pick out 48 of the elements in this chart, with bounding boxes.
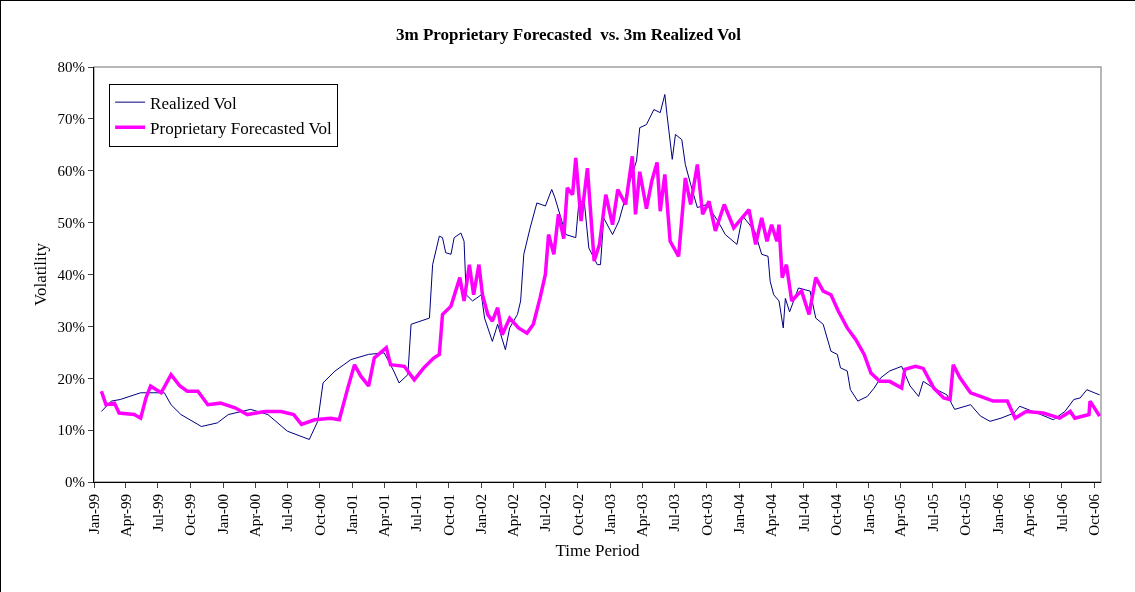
y-tick-label: 80% [57,59,85,76]
x-tick-label: Jul-99 [149,494,166,532]
x-tick-label: Apr-03 [634,494,651,538]
x-tick-label: Jul-03 [666,494,683,532]
line-series [99,154,1101,427]
x-tick-label: Jan-06 [989,493,1006,534]
x-tick-label: Oct-06 [1086,493,1103,536]
y-tick-label: 70% [57,111,85,128]
x-tick-label: Jul-05 [924,494,941,532]
legend-label: Proprietary Forecasted Vol [150,118,332,138]
x-tick-label: Jul-01 [408,494,425,532]
x-tick-label: Apr-05 [892,494,909,538]
line-series [100,93,1101,440]
x-tick-label: Oct-99 [182,494,199,536]
y-tick-label: 50% [57,214,85,231]
x-tick-label: Jan-05 [860,494,877,534]
y-tick-label: 30% [57,318,85,335]
x-tick-label: Jul-06 [1053,493,1070,532]
x-tick-label: Jul-02 [537,494,554,532]
chart-title: 3m Proprietary Forecasted vs. 3m Realized Vol [396,24,742,44]
x-tick-label: Jan-00 [214,494,231,534]
x-tick-label: Apr-02 [505,494,522,538]
y-tick-label: 40% [57,266,85,283]
x-tick-label: Jul-00 [279,494,296,532]
y-tick-label: 20% [57,370,85,387]
x-tick-label: Jan-04 [731,493,748,534]
x-tick-label: Oct-04 [828,493,845,536]
legend-label: Realized Vol [150,93,238,113]
x-tick-label: Apr-06 [1021,493,1038,538]
x-tick-label: Oct-01 [440,494,457,536]
x-tick-label: Jan-99 [85,494,102,534]
y-tick-label: 0% [65,474,85,491]
x-tick-label: Jul-04 [795,493,812,532]
x-tick-label: Oct-02 [569,494,586,536]
y-tick-label: 60% [57,163,85,179]
x-tick-label: Oct-03 [698,494,715,536]
x-tick-label: Apr-99 [117,494,134,538]
x-tick-label: Apr-00 [247,494,264,538]
x-tick-label: Jan-03 [602,494,619,534]
x-tick-label: Jan-01 [344,494,361,534]
x-tick-label: Apr-04 [763,493,780,538]
y-axis-title: Volatility [31,242,51,306]
x-tick-label: Oct-05 [957,494,974,536]
x-axis-title: Time Period [555,541,640,561]
x-tick-label: Oct-00 [311,494,328,536]
x-tick-label: Jan-02 [473,494,490,534]
x-tick-label: Apr-01 [376,494,393,538]
y-tick-label: 10% [57,422,85,439]
